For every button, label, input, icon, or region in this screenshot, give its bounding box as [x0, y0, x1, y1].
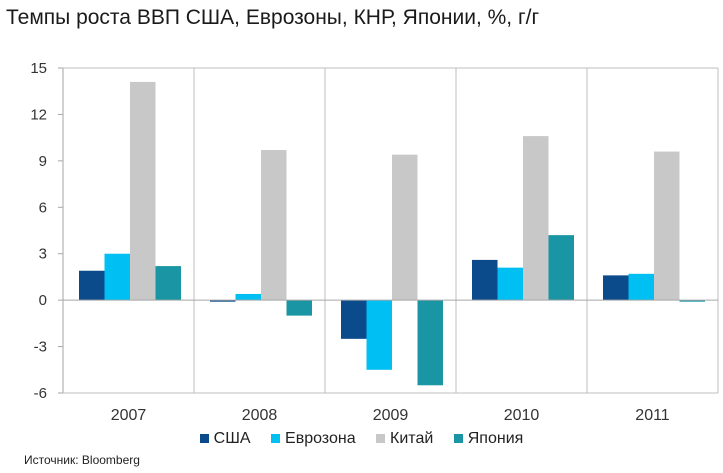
bar-2010-series-1 [497, 267, 523, 301]
bar-2009-series-0 [341, 300, 367, 339]
bar-2009-series-2 [392, 154, 418, 301]
legend-item-eurozone: Еврозона [271, 430, 356, 448]
legend-swatch-china [376, 434, 386, 444]
legend-label-china: Китай [390, 430, 434, 447]
legend-swatch-japan [453, 434, 463, 444]
legend-item-japan: Япония [453, 430, 524, 448]
x-tick-label: 2008 [242, 407, 278, 424]
y-tick-label: 15 [30, 60, 47, 77]
legend-label-usa: США [213, 430, 251, 447]
x-tick-label: 2007 [111, 407, 147, 424]
y-tick-label: 6 [39, 199, 47, 216]
y-tick-label: 12 [30, 106, 47, 123]
y-tick-label: -6 [34, 385, 47, 402]
y-tick-label: 3 [39, 246, 47, 263]
bar-2011-series-3 [679, 300, 705, 302]
x-tick-label: 2009 [373, 407, 409, 424]
bar-2011-series-2 [654, 151, 680, 301]
chart-title: Темпы роста ВВП США, Еврозоны, КНР, Япон… [6, 6, 540, 29]
x-tick-label: 2011 [635, 407, 670, 424]
bar-2009-series-1 [366, 300, 392, 370]
bar-2008-series-2 [261, 150, 287, 301]
bar-2008-series-1 [235, 293, 261, 301]
x-tick-label: 2010 [504, 407, 540, 424]
y-tick-label: 9 [39, 153, 47, 170]
y-tick-label: 0 [39, 292, 47, 309]
bar-2007-series-3 [155, 266, 181, 301]
legend-item-usa: США [199, 430, 251, 448]
bar-2007-series-2 [130, 81, 156, 301]
legend-swatch-usa [199, 434, 209, 444]
bar-2011-series-1 [628, 273, 654, 301]
bar-2010-series-2 [523, 136, 549, 301]
bar-2008-series-0 [210, 300, 236, 302]
bar-2010-series-0 [472, 259, 498, 301]
bar-2011-series-0 [603, 275, 629, 301]
legend-swatch-eurozone [271, 434, 281, 444]
bar-2007-series-1 [104, 253, 130, 301]
y-tick-label: -3 [34, 339, 47, 356]
bar-chart: 15 12 9 6 3 0 -3 -6 2007 2008 2009 2010 2011 [30, 60, 719, 424]
legend: США Еврозона Китай Япония [0, 430, 723, 448]
bar-2008-series-3 [286, 300, 312, 316]
legend-label-japan: Япония [467, 430, 524, 447]
bar-2007-series-0 [79, 270, 105, 301]
legend-label-eurozone: Еврозона [285, 430, 356, 447]
legend-item-china: Китай [376, 430, 433, 448]
bar-2010-series-3 [548, 235, 574, 301]
bar-2009-series-3 [417, 300, 443, 386]
source-note: Источник: Bloomberg [24, 453, 140, 467]
